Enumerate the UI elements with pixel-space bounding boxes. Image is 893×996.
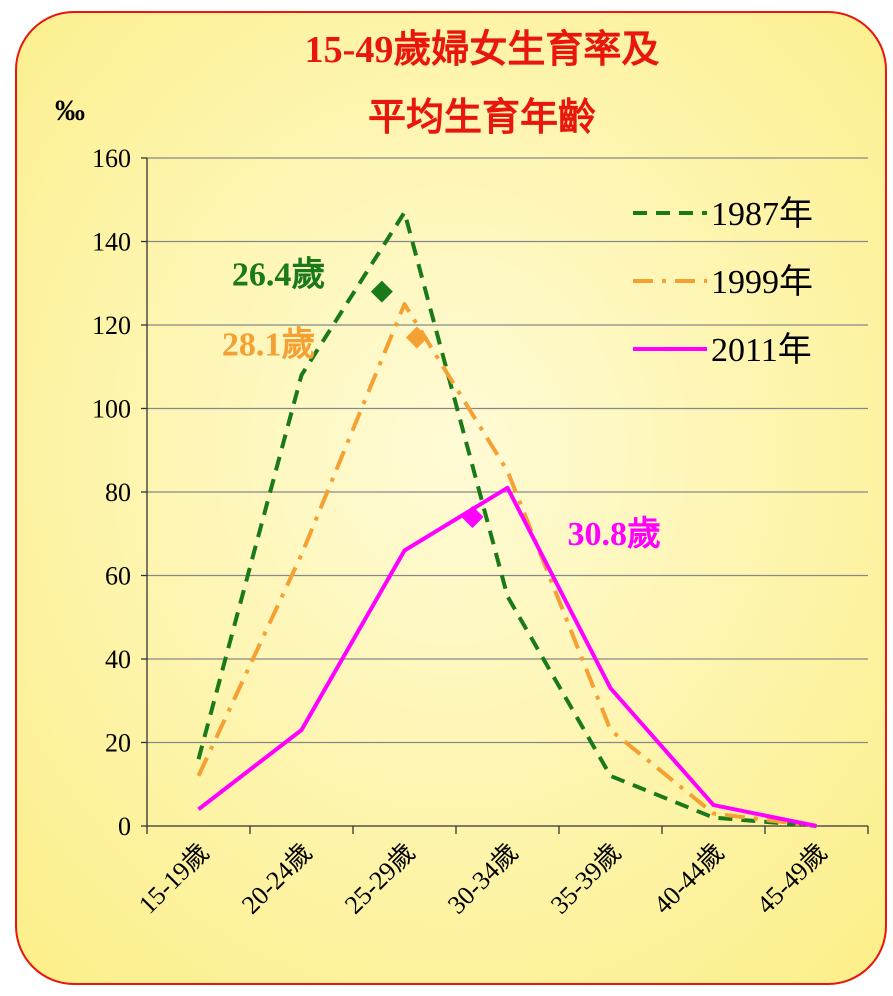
mean-age-marker [405,326,428,349]
mean-age-label: 26.4歲 [232,256,326,294]
legend-label: 1987年 [711,195,813,233]
mean-age-markers: 26.4歲 28.1歲 30.8歲 [222,256,661,553]
y-tick-label: 120 [92,311,131,340]
y-tick-label: 0 [118,812,131,841]
legend-label: 1999年 [711,263,813,301]
y-tick-label: 80 [105,478,131,507]
legend-label: 2011年 [711,331,812,369]
chart-frame [15,11,887,985]
chart-title-line1: 15-49歲婦女生育率及 [305,28,660,71]
mean-age-label: 28.1歲 [222,326,315,364]
series-line [196,210,817,828]
mean-age-label: 30.8歲 [567,515,661,553]
y-tick-label: 60 [105,562,131,591]
y-tick-label: 20 [105,729,131,758]
y-tick-label: 160 [92,144,131,173]
y-tick-label: 100 [92,395,131,424]
y-axis-unit-label: ‰ [55,94,85,127]
series-line [196,302,817,828]
series-line [197,485,817,828]
series-lines [196,210,817,828]
y-tick-label: 40 [105,645,131,674]
mean-age-marker [370,280,393,303]
chart-title-line2: 平均生育年齡 [368,97,596,139]
y-tick-label: 140 [92,228,131,257]
mean-age-marker [461,506,484,529]
gridlines [147,157,868,744]
legend: 1987年 1999年 2011年 [633,195,813,369]
